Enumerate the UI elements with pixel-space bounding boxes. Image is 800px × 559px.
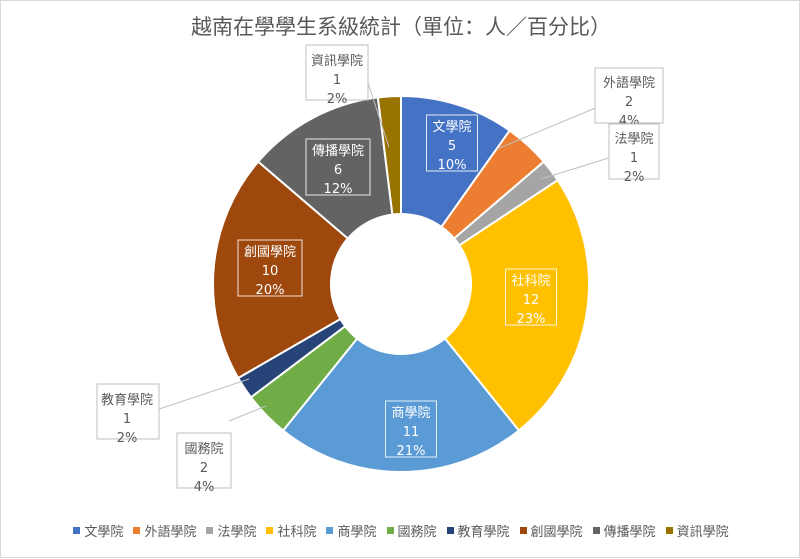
leader-line [540,155,616,180]
leader-line [158,378,250,410]
leader-line [228,405,267,422]
slice-10 [376,94,402,216]
label-box [176,432,232,489]
label-box [608,123,660,180]
data-label-value: 1 [333,73,341,88]
data-label-name: 教育學院 [101,392,153,408]
data-label-value: 1 [630,151,638,166]
slice-4 [443,178,590,432]
legend-item-6: 國務院 [386,521,437,540]
legend-swatch [326,527,334,534]
data-label-percent: 2% [624,170,645,185]
data-label-name: 文學院 [432,120,471,135]
legend-item-5: 商學院 [326,521,377,540]
data-label-name: 商學院 [391,406,430,421]
label-box [505,268,557,326]
legend-item-10: 資訊學院 [665,521,729,540]
data-label-name: 法學院 [614,132,653,147]
legend: 文學院 外語學院 法學院 社科院 商學院 國務院 教育學院 創國學院 傳播學院 資訊學院 [1,521,800,540]
legend-label: 外語學院 [144,525,197,540]
data-label-5: 商學院 11 21% [385,400,437,459]
leader-line [367,82,390,148]
legend-swatch [73,527,81,534]
legend-item-7: 教育學院 [446,521,510,540]
chart-title: 越南在學學生系級統計（單位：人／百分比） [191,15,611,39]
legend-label: 商學院 [337,525,377,540]
legend-swatch [592,527,600,534]
legend-item-4: 社科院 [266,521,316,540]
legend-label: 教育學院 [457,525,510,540]
data-label-7: 教育學院 1 2% [96,378,250,446]
data-label-10: 資訊學院 1 2% [305,44,390,148]
legend-item-1: 文學院 [73,521,123,540]
legend-swatch [133,527,141,534]
label-box [96,383,160,440]
data-label-percent: 10% [438,158,467,173]
data-label-percent: 12% [324,182,353,197]
label-box [426,114,478,172]
data-label-name: 社科院 [511,273,550,289]
legend-item-9: 傳播學院 [592,521,656,540]
legend-swatch [266,527,274,534]
data-label-percent: 2% [327,92,348,107]
legend-item-8: 創國學院 [519,521,583,540]
legend-label: 傳播學院 [603,525,656,540]
data-label-percent: 4% [194,480,215,495]
label-box [305,138,371,196]
data-label-value: 11 [403,425,420,440]
data-label-percent: 2% [117,431,138,446]
data-label-value: 2 [625,95,633,110]
legend-label: 文學院 [84,525,124,540]
legend-swatch [519,527,527,534]
legend-swatch [206,527,214,534]
data-label-percent: 20% [256,283,285,298]
data-label-name: 國務院 [184,442,223,457]
data-label-name: 資訊學院 [311,54,363,69]
legend-label: 創國學院 [530,525,583,540]
legend-swatch [665,527,673,534]
legend-swatch [446,527,454,534]
data-label-value: 10 [262,264,279,279]
data-label-value: 12 [523,293,540,308]
data-label-9: 傳播學院 6 12% [305,138,371,197]
data-label-name: 傳播學院 [312,144,364,159]
data-label-name: 創國學院 [244,245,296,260]
legend-label: 國務院 [397,525,437,540]
data-label-value: 5 [448,139,456,154]
data-label-1: 文學院 5 10% [426,114,478,173]
leader-line [496,103,606,150]
data-label-value: 1 [123,412,131,427]
data-label-value: 2 [200,461,208,476]
label-box [305,44,369,101]
data-label-percent: 21% [397,444,426,459]
data-label-value: 6 [334,163,342,178]
data-label-3: 法學院 1 2% [540,123,660,185]
data-label-4: 社科院 12 23% [505,268,557,327]
data-label-name: 外語學院 [603,75,655,91]
label-box [385,400,437,458]
label-box [594,67,664,124]
legend-label: 資訊學院 [676,525,729,540]
label-box [237,239,303,297]
legend-label: 法學院 [217,525,257,540]
data-label-percent: 23% [517,312,546,327]
legend-item-2: 外語學院 [133,521,196,540]
data-label-8: 創國學院 10 20% [237,239,303,298]
legend-swatch [386,527,394,534]
legend-label: 社科院 [277,525,317,540]
slice-8 [212,160,350,380]
legend-item-3: 法學院 [206,521,256,540]
data-label-6: 國務院 2 4% [176,405,267,495]
slice-5 [281,337,521,473]
